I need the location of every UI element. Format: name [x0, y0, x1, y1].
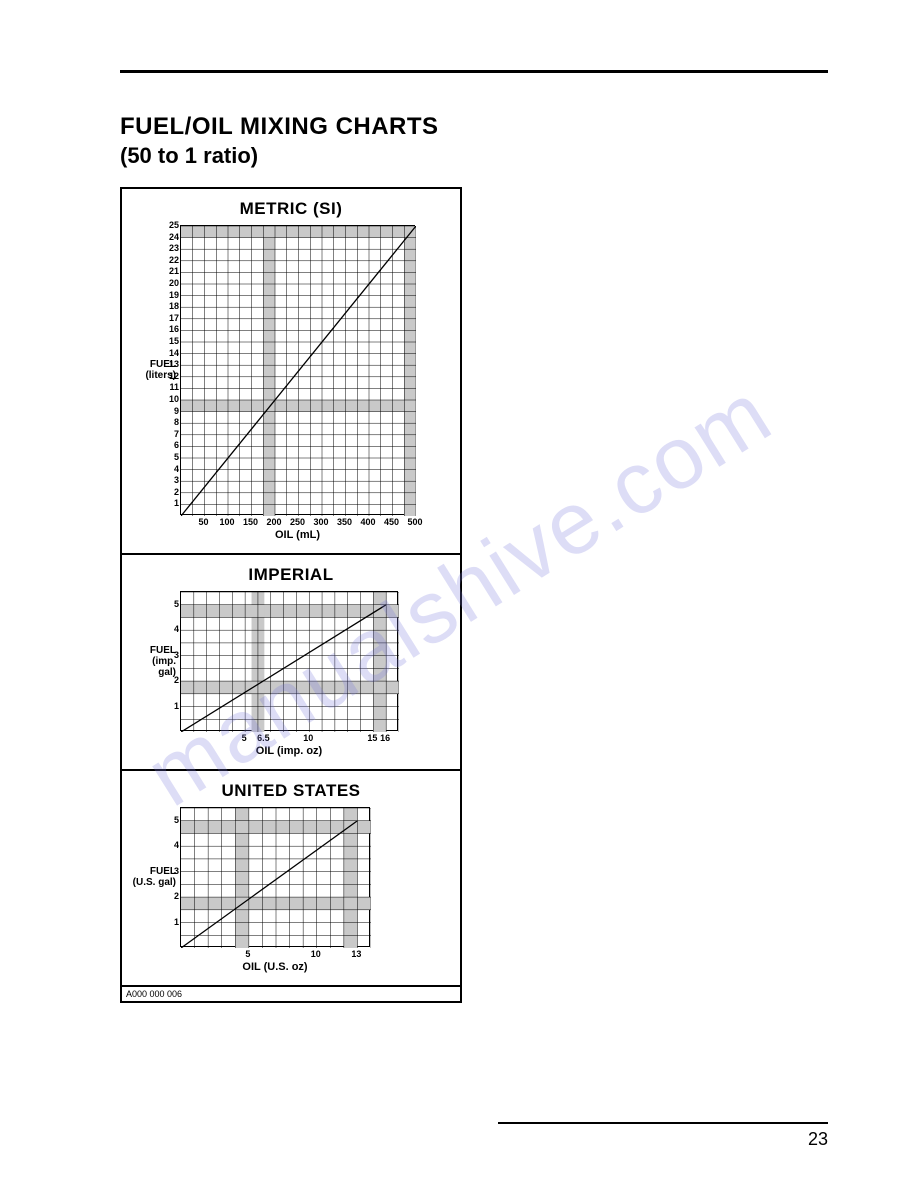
- x-axis-label: OIL (U.S. oz): [180, 961, 370, 973]
- chart-title: METRIC (SI): [132, 199, 450, 219]
- y-tick-label: 3: [137, 475, 179, 485]
- chart-plot: [181, 808, 371, 948]
- x-tick-label: 10: [303, 733, 313, 743]
- chart-panel-1: IMPERIALFUEL(imp. gal)5432156.5101516OIL…: [122, 555, 460, 771]
- y-tick-label: 14: [137, 348, 179, 358]
- chart-plot: [181, 592, 399, 732]
- x-tick-label: 250: [290, 517, 305, 527]
- chart-panel-2: UNITED STATESFUEL(U.S. gal)5432151013OIL…: [122, 771, 460, 987]
- chart-title: UNITED STATES: [132, 781, 450, 801]
- x-tick-label: 200: [266, 517, 281, 527]
- y-tick-label: 6: [137, 440, 179, 450]
- y-tick-label: 4: [137, 840, 179, 850]
- y-tick-label: 5: [137, 452, 179, 462]
- x-tick-label: 5: [245, 949, 250, 959]
- y-tick-label: 19: [137, 290, 179, 300]
- y-tick-label: 13: [137, 359, 179, 369]
- x-tick-label: 150: [243, 517, 258, 527]
- y-tick-label: 21: [137, 266, 179, 276]
- y-tick-label: 2: [137, 891, 179, 901]
- y-tick-label: 1: [137, 701, 179, 711]
- y-tick-label: 11: [137, 382, 179, 392]
- y-tick-label: 2: [137, 487, 179, 497]
- y-tick-label: 8: [137, 417, 179, 427]
- x-axis-label: OIL (imp. oz): [180, 745, 398, 757]
- y-tick-label: 10: [137, 394, 179, 404]
- page-number: 23: [808, 1129, 828, 1150]
- top-rule: [120, 70, 828, 73]
- chart-plot: [181, 226, 416, 516]
- x-tick-label: 50: [198, 517, 208, 527]
- y-tick-label: 1: [137, 498, 179, 508]
- y-tick-label: 2: [137, 675, 179, 685]
- x-tick-label: 6.5: [257, 733, 270, 743]
- y-tick-label: 17: [137, 313, 179, 323]
- bottom-rule: [498, 1122, 828, 1124]
- y-tick-label: 12: [137, 371, 179, 381]
- x-axis-label: OIL (mL): [180, 529, 415, 541]
- x-tick-label: 350: [337, 517, 352, 527]
- y-tick-label: 3: [137, 650, 179, 660]
- document-code: A000 000 006: [122, 987, 460, 1001]
- page-title-1: FUEL/OIL MIXING CHARTS: [120, 113, 828, 141]
- y-tick-label: 1: [137, 917, 179, 927]
- y-tick-label: 5: [137, 599, 179, 609]
- y-tick-label: 23: [137, 243, 179, 253]
- page-title-2: (50 to 1 ratio): [120, 143, 828, 169]
- y-tick-label: 25: [137, 220, 179, 230]
- y-tick-label: 4: [137, 464, 179, 474]
- y-tick-label: 4: [137, 624, 179, 634]
- y-tick-label: 9: [137, 406, 179, 416]
- y-tick-label: 18: [137, 301, 179, 311]
- x-tick-label: 5: [242, 733, 247, 743]
- y-tick-label: 15: [137, 336, 179, 346]
- y-tick-label: 22: [137, 255, 179, 265]
- x-tick-label: 10: [311, 949, 321, 959]
- x-tick-label: 300: [313, 517, 328, 527]
- y-tick-label: 5: [137, 815, 179, 825]
- chart-panel-0: METRIC (SI)FUEL(liters)25242322212019181…: [122, 189, 460, 555]
- y-tick-label: 20: [137, 278, 179, 288]
- y-tick-label: 7: [137, 429, 179, 439]
- y-tick-label: 16: [137, 324, 179, 334]
- y-tick-label: 3: [137, 866, 179, 876]
- x-tick-label: 16: [380, 733, 390, 743]
- x-tick-label: 450: [384, 517, 399, 527]
- x-tick-label: 500: [407, 517, 422, 527]
- x-tick-label: 100: [219, 517, 234, 527]
- chart-container: METRIC (SI)FUEL(liters)25242322212019181…: [120, 187, 462, 1003]
- x-tick-label: 400: [360, 517, 375, 527]
- y-tick-label: 24: [137, 232, 179, 242]
- chart-title: IMPERIAL: [132, 565, 450, 585]
- x-tick-label: 13: [351, 949, 361, 959]
- x-tick-label: 15: [367, 733, 377, 743]
